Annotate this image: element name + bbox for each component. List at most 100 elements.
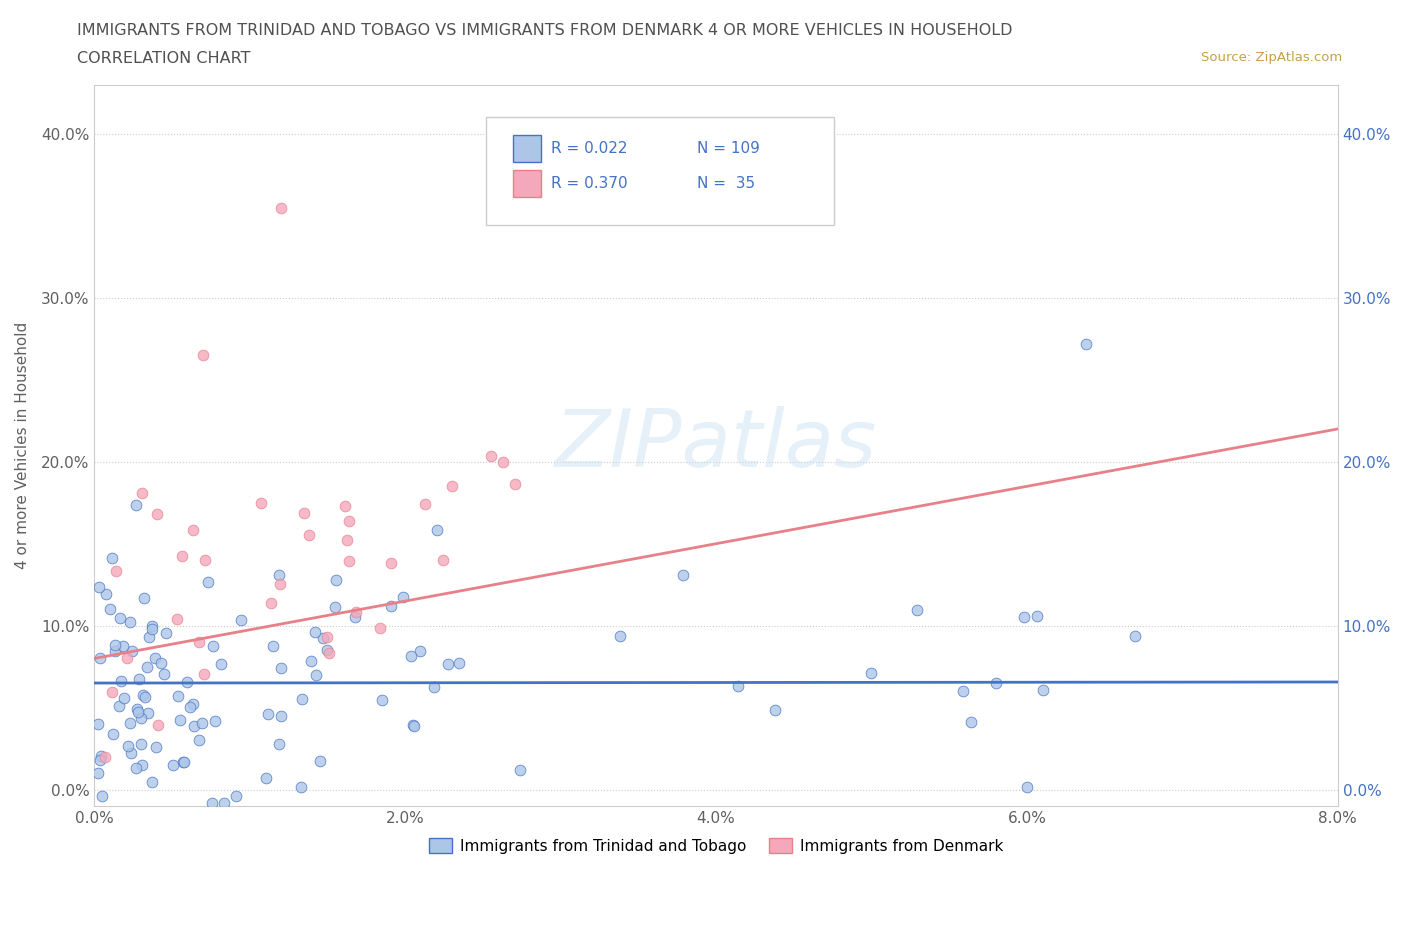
Point (143, 650, 166, 665)
Point (131, 758, 153, 773)
Text: Source: ZipAtlas.com: Source: ZipAtlas.com (1202, 51, 1343, 64)
Point (269, 577, 291, 591)
Text: R = 0.022: R = 0.022 (551, 140, 627, 155)
Text: R = 0.370: R = 0.370 (551, 176, 627, 191)
Point (1123, 629, 1146, 644)
Point (131, 486, 153, 501)
Point (380, 598, 402, 613)
Legend: Immigrants from Trinidad and Tobago, Immigrants from Denmark: Immigrants from Trinidad and Tobago, Imm… (423, 831, 1010, 859)
Point (316, 643, 339, 658)
FancyBboxPatch shape (486, 117, 834, 225)
Point (87, 579, 110, 594)
Point (422, 680, 444, 695)
Point (225, 788, 247, 803)
Point (127, 701, 149, 716)
Point (145, 739, 167, 754)
Point (952, 684, 974, 698)
Point (309, 753, 332, 768)
Point (229, 613, 252, 628)
Point (270, 709, 292, 724)
Point (146, 718, 169, 733)
Point (304, 625, 326, 640)
Point (141, 618, 163, 633)
Point (291, 692, 314, 707)
Point (141, 775, 163, 790)
Point (1025, 608, 1047, 623)
FancyBboxPatch shape (513, 170, 541, 197)
Point (336, 533, 359, 548)
Point (166, 688, 188, 703)
Point (146, 507, 169, 522)
Point (860, 666, 883, 681)
Point (176, 675, 198, 690)
Point (172, 755, 194, 770)
Point (301, 654, 323, 669)
Point (298, 527, 321, 542)
Point (90, 748, 112, 763)
Point (153, 667, 176, 682)
Point (91, 789, 114, 804)
Point (104, 638, 127, 653)
Point (134, 591, 156, 605)
Point (121, 644, 143, 658)
Point (166, 612, 188, 627)
Point (127, 704, 149, 719)
Point (162, 758, 184, 773)
Point (267, 567, 290, 582)
Point (399, 649, 422, 664)
Point (131, 737, 153, 751)
Point (149, 656, 172, 671)
Point (173, 754, 195, 769)
Point (316, 630, 339, 644)
Point (262, 638, 284, 653)
Point (201, 795, 224, 810)
Point (257, 707, 280, 722)
Point (267, 737, 290, 751)
Point (371, 692, 394, 707)
Point (333, 498, 356, 513)
Point (128, 671, 150, 686)
Point (440, 479, 463, 494)
Point (290, 779, 312, 794)
Point (125, 761, 148, 776)
Point (135, 659, 157, 674)
Point (89, 651, 111, 666)
Point (194, 552, 217, 567)
Point (1032, 683, 1054, 698)
Point (193, 348, 215, 363)
Point (193, 667, 215, 682)
Point (188, 635, 211, 650)
Point (503, 476, 526, 491)
Point (402, 719, 425, 734)
Point (132, 687, 155, 702)
Point (201, 638, 224, 653)
Point (181, 697, 204, 711)
Point (292, 505, 315, 520)
Point (112, 691, 135, 706)
Point (270, 200, 292, 215)
Point (129, 711, 152, 725)
Point (94, 587, 117, 602)
Point (125, 498, 148, 512)
Point (107, 698, 129, 713)
Text: CORRELATION CHART: CORRELATION CHART (77, 51, 250, 66)
Point (413, 497, 436, 512)
Point (183, 719, 205, 734)
Point (380, 555, 402, 570)
Point (727, 679, 749, 694)
Point (432, 552, 454, 567)
Point (492, 455, 515, 470)
Point (101, 684, 124, 699)
Point (104, 644, 127, 658)
Point (138, 630, 160, 644)
Point (197, 575, 219, 590)
Point (672, 567, 695, 582)
Point (118, 615, 141, 630)
Point (343, 610, 366, 625)
Point (115, 651, 138, 666)
Point (337, 513, 360, 528)
Point (86, 765, 108, 780)
Point (89, 752, 111, 767)
Point (98, 601, 121, 616)
Point (155, 626, 177, 641)
